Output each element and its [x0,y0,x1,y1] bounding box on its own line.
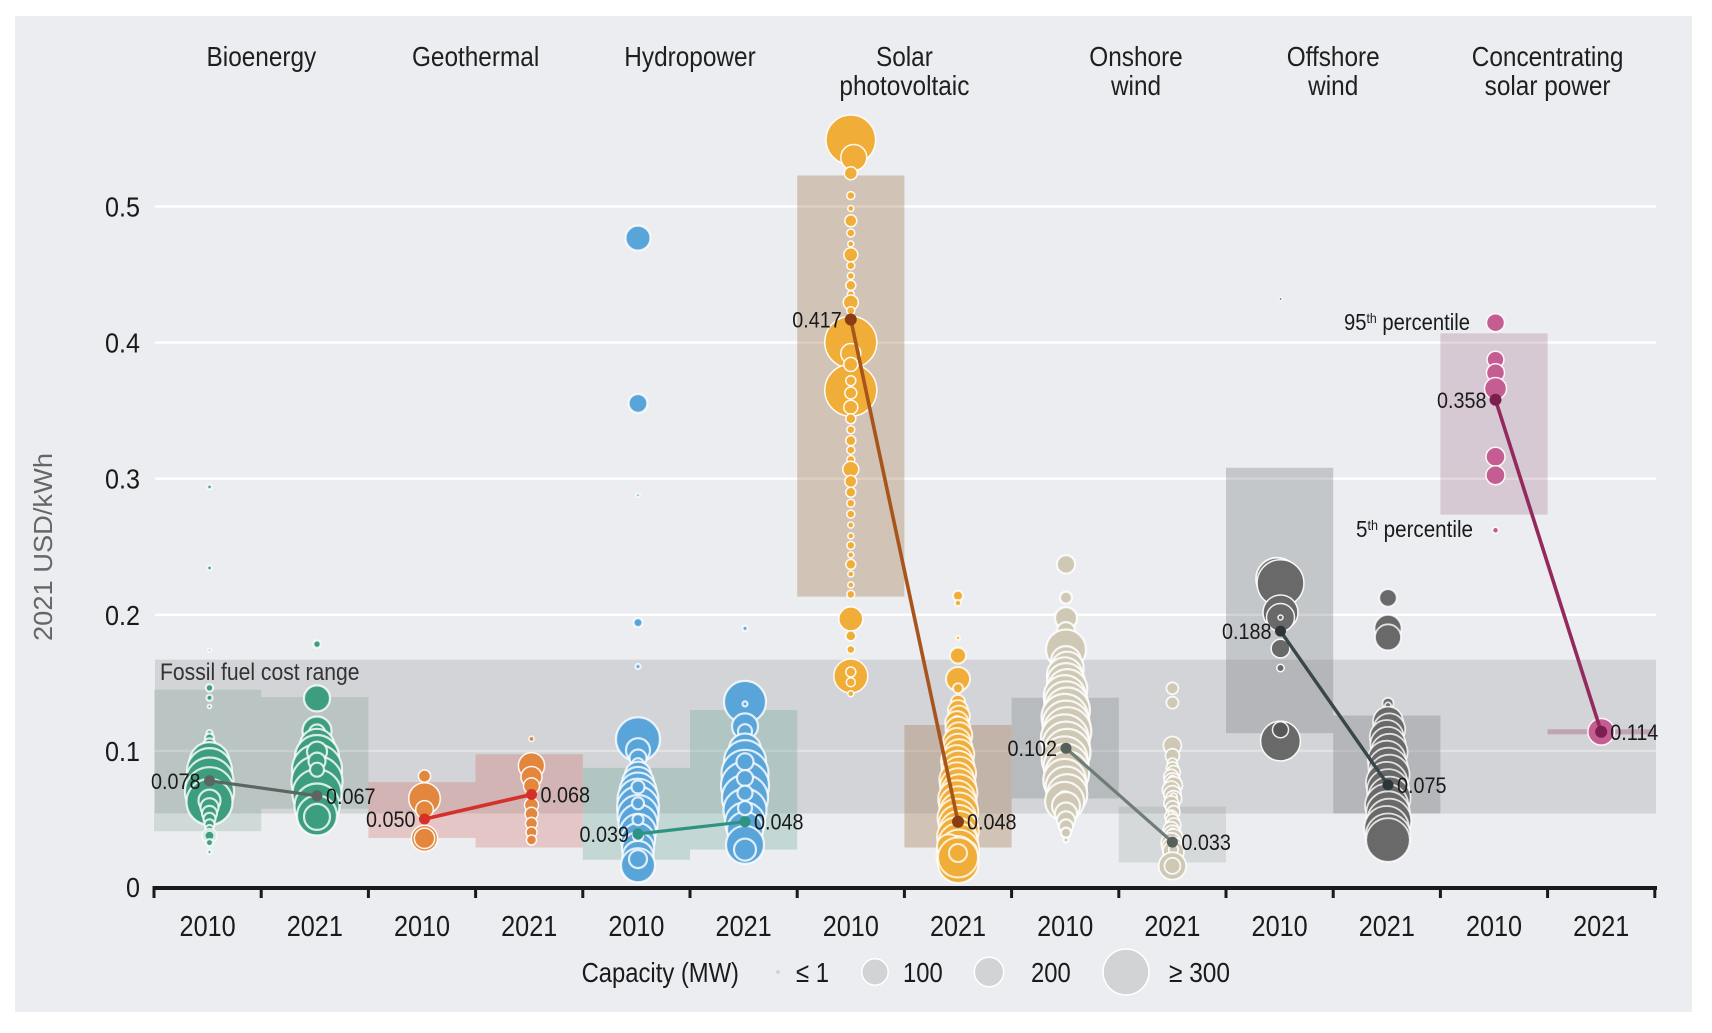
svg-text:wind: wind [1307,70,1358,101]
svg-text:2021: 2021 [1144,911,1200,943]
svg-text:0: 0 [126,872,140,903]
svg-text:Geothermal: Geothermal [412,41,539,72]
svg-text:2021: 2021 [930,911,986,943]
svg-text:0.3: 0.3 [105,464,140,495]
svg-text:2021: 2021 [1573,911,1629,943]
svg-text:0.048: 0.048 [754,810,804,835]
svg-text:0.102: 0.102 [1008,736,1058,761]
svg-text:Offshore: Offshore [1287,41,1380,72]
svg-text:≥ 300: ≥ 300 [1169,957,1230,988]
svg-text:0.114: 0.114 [1610,720,1658,745]
svg-text:2010: 2010 [1252,911,1308,943]
svg-text:≤ 1: ≤ 1 [796,957,829,988]
svg-text:Solar: Solar [876,41,933,72]
svg-text:0.5: 0.5 [105,192,140,223]
svg-text:2021: 2021 [287,911,343,943]
svg-text:0.078: 0.078 [151,769,201,794]
svg-text:0.417: 0.417 [792,308,842,333]
svg-text:200: 200 [1031,957,1071,988]
svg-text:0.033: 0.033 [1181,830,1231,855]
svg-text:2021: 2021 [1359,911,1415,943]
svg-text:2010: 2010 [823,911,879,943]
svg-text:Fossil fuel cost range: Fossil fuel cost range [160,659,360,686]
svg-text:0.2: 0.2 [105,600,140,631]
svg-text:Hydropower: Hydropower [624,41,755,72]
svg-text:0.075: 0.075 [1397,773,1447,798]
svg-text:0.050: 0.050 [366,807,416,832]
svg-text:0.188: 0.188 [1222,619,1272,644]
svg-text:2021: 2021 [716,911,772,943]
svg-text:2010: 2010 [180,911,236,943]
svg-text:0.067: 0.067 [326,784,376,809]
svg-text:0.068: 0.068 [541,783,591,808]
svg-text:photovoltaic: photovoltaic [839,70,969,101]
svg-text:0.4: 0.4 [105,328,140,359]
svg-text:95th percentile: 95th percentile [1344,309,1470,335]
svg-text:Onshore: Onshore [1089,41,1183,72]
svg-text:2010: 2010 [394,911,450,943]
svg-text:2010: 2010 [1037,911,1093,943]
svg-text:100: 100 [903,957,943,988]
svg-text:wind: wind [1110,70,1161,101]
svg-text:0.1: 0.1 [105,736,140,767]
svg-text:Concentrating: Concentrating [1472,41,1624,72]
svg-text:solar power: solar power [1485,70,1611,101]
svg-text:2010: 2010 [1466,911,1522,943]
svg-text:Bioenergy: Bioenergy [207,41,317,72]
svg-text:0.048: 0.048 [967,810,1017,835]
svg-text:Capacity (MW): Capacity (MW) [582,957,739,988]
svg-text:2021 USD/kWh: 2021 USD/kWh [28,453,58,641]
svg-text:2010: 2010 [608,911,664,943]
svg-text:2021: 2021 [501,911,557,943]
svg-text:0.039: 0.039 [580,822,630,847]
svg-text:0.358: 0.358 [1437,388,1487,413]
